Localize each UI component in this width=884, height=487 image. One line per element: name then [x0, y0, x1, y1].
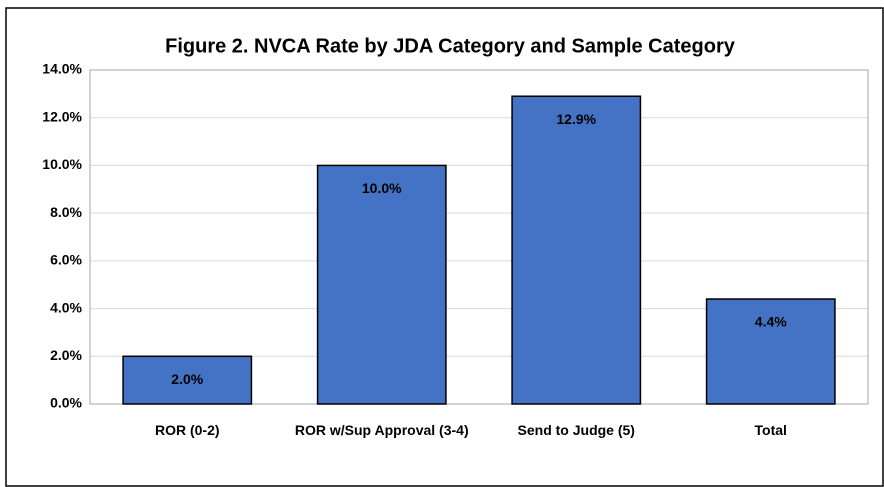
y-tick-label: 8.0%: [50, 204, 82, 220]
y-tick-label: 14.0%: [42, 61, 82, 77]
y-tick-label: 12.0%: [42, 108, 82, 124]
y-tick-label: 10.0%: [42, 156, 82, 172]
plot-border: [89, 69, 869, 405]
x-tick-label: ROR (0-2): [154, 422, 220, 438]
data-label: 10.0%: [362, 180, 402, 196]
chart-title: Figure 2. NVCA Rate by JDA Category and …: [165, 35, 736, 57]
x-tick-label: ROR w/Sup Approval (3-4): [294, 422, 469, 438]
bar: [316, 164, 447, 405]
y-tick-label: 4.0%: [50, 299, 82, 315]
x-tick-label: Total: [754, 422, 787, 438]
y-tick-label: 6.0%: [50, 252, 82, 268]
bar: [705, 298, 836, 405]
y-tick-label: 2.0%: [50, 347, 82, 363]
data-label: 4.4%: [755, 314, 787, 330]
data-label: 2.0%: [171, 371, 203, 387]
y-tick-label: 0.0%: [50, 395, 82, 411]
bar: [122, 355, 253, 405]
data-label: 12.9%: [556, 111, 596, 127]
bar: [511, 95, 642, 405]
x-tick-label: Send to Judge (5): [517, 422, 635, 438]
